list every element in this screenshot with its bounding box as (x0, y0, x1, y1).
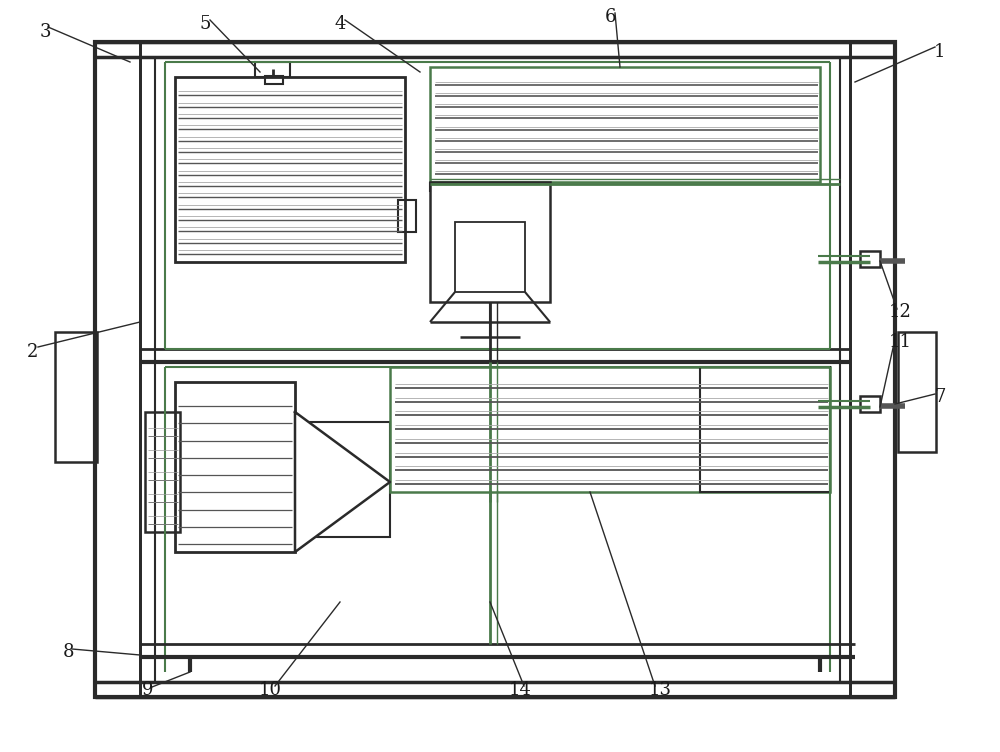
Text: 5: 5 (199, 15, 211, 33)
Text: 1: 1 (934, 43, 946, 61)
Bar (145, 412, 180, 532)
Polygon shape (295, 412, 390, 552)
Bar (455, 222, 525, 292)
Text: 2: 2 (26, 343, 38, 361)
Bar (55, 332, 97, 462)
Text: 9: 9 (142, 681, 154, 699)
Text: 12: 12 (889, 303, 911, 321)
Bar (860, 251, 880, 267)
Text: 6: 6 (604, 8, 616, 26)
Bar (175, 77, 405, 262)
Bar (898, 332, 936, 452)
Text: 14: 14 (509, 681, 531, 699)
Text: 3: 3 (39, 23, 51, 41)
Bar (175, 382, 295, 552)
Bar (95, 42, 140, 697)
Bar (95, 42, 895, 697)
Text: 8: 8 (62, 643, 74, 661)
Bar (265, 76, 283, 84)
Bar (430, 182, 550, 302)
Bar (310, 422, 390, 537)
Bar (860, 396, 880, 412)
Bar (700, 367, 830, 492)
Bar (850, 42, 895, 697)
Text: 13: 13 (648, 681, 672, 699)
Text: 11: 11 (889, 333, 912, 351)
Bar (390, 367, 830, 492)
Bar (255, 62, 290, 77)
Text: 10: 10 (258, 681, 282, 699)
Text: 4: 4 (334, 15, 346, 33)
Bar (430, 67, 820, 182)
Text: 7: 7 (934, 388, 946, 406)
Bar (398, 200, 416, 232)
